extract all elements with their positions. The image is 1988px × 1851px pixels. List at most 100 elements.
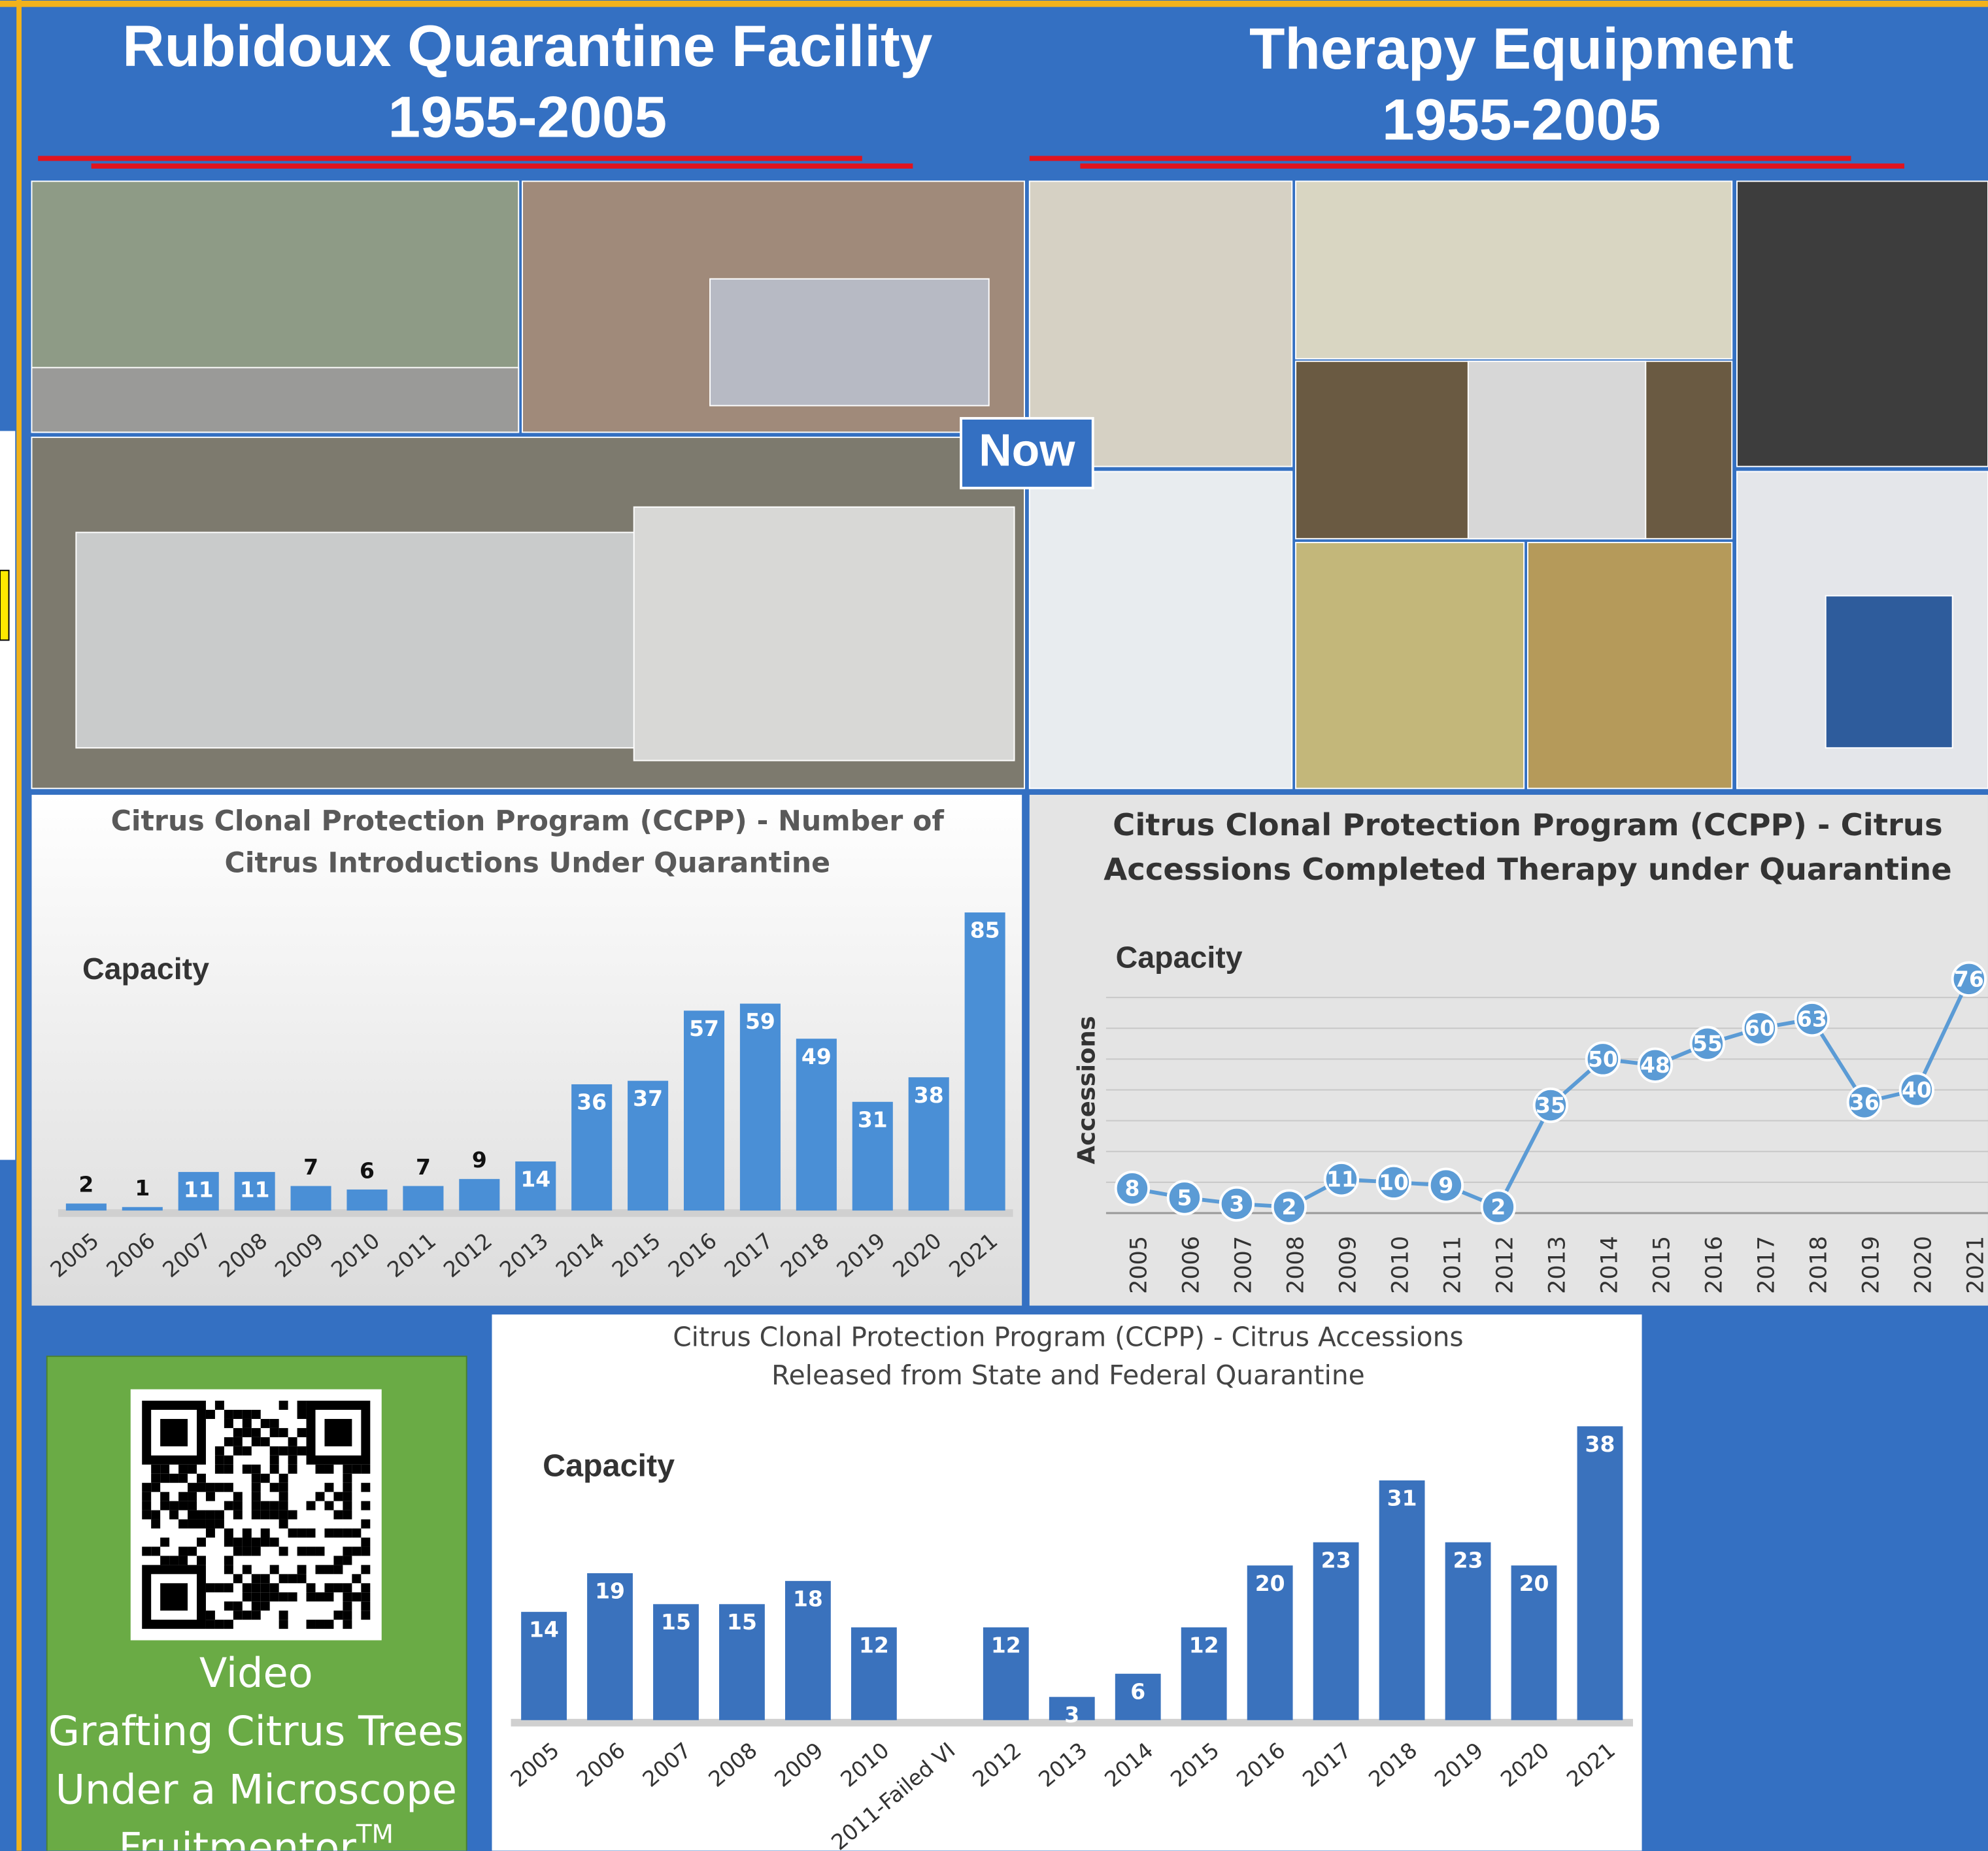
qr-cell [361, 1592, 370, 1601]
value-label: 31 [1387, 1486, 1417, 1511]
qr-cell [206, 1483, 215, 1492]
x-tick-label: 2010 [1388, 1236, 1414, 1294]
poster: Rubidoux Quarantine Facility 1955-2005 T… [0, 0, 1988, 1851]
qr-cell [224, 1465, 233, 1474]
qr-cell [233, 1492, 243, 1501]
annotation: Capacity [543, 1448, 675, 1484]
qr-cell [297, 1401, 307, 1410]
x-tick-label: 2013 [1545, 1236, 1571, 1294]
qr-cell [261, 1419, 270, 1428]
qr-cell [297, 1546, 307, 1556]
qr-cell [307, 1592, 316, 1601]
value-label: 76 [1954, 966, 1984, 992]
qr-cell [252, 1510, 261, 1520]
x-tick-label: 2014 [1597, 1236, 1623, 1294]
qr-cell [233, 1501, 243, 1510]
qr-cell [279, 1428, 288, 1437]
x-tick-label: 2015 [1649, 1236, 1676, 1294]
qr-cell [361, 1465, 370, 1474]
value-label: 23 [1321, 1547, 1351, 1573]
poster-canvas: Rubidoux Quarantine Facility 1955-2005 T… [0, 0, 1988, 1851]
qr-cell [270, 1419, 279, 1428]
qr-cell [206, 1410, 215, 1419]
qr-cell [142, 1483, 151, 1492]
qr-cell [252, 1537, 261, 1546]
qr-cell [288, 1510, 297, 1520]
value-label: 48 [1640, 1052, 1670, 1078]
qr-cell [279, 1501, 288, 1510]
qr-cell [352, 1574, 361, 1583]
value-label: 38 [1585, 1431, 1615, 1457]
header-years: 1955-2005 [1382, 87, 1661, 152]
video-text: Fruitmentor [119, 1824, 357, 1851]
photo [1296, 542, 1524, 788]
qr-cell [243, 1583, 252, 1592]
qr-cell [361, 1546, 370, 1556]
photo [76, 533, 647, 748]
value-label: 11 [184, 1177, 214, 1203]
qr-cell [215, 1401, 224, 1410]
qr-cell [270, 1565, 279, 1574]
qr-cell [178, 1546, 188, 1556]
qr-cell [279, 1483, 288, 1492]
value-label: 31 [858, 1107, 888, 1132]
qr-cell [243, 1546, 252, 1556]
x-tick-label: 2011 [1440, 1236, 1466, 1294]
qr-cell [343, 1583, 352, 1592]
qr-cell [261, 1501, 270, 1510]
value-label: 19 [595, 1578, 625, 1604]
x-tick-label: 2005 [1126, 1236, 1153, 1294]
qr-finder [160, 1583, 188, 1610]
qr-cell [288, 1437, 297, 1446]
qr-cell [160, 1465, 169, 1474]
qr-finder [324, 1419, 352, 1446]
qr-cell [333, 1565, 343, 1574]
bar [66, 1203, 107, 1210]
x-tick-label: 2012 [1492, 1236, 1519, 1294]
video-text: Video [199, 1649, 313, 1697]
qr-cell [288, 1574, 297, 1583]
qr-cell [343, 1556, 352, 1565]
value-label: 60 [1745, 1016, 1775, 1041]
qr-cell [243, 1610, 252, 1620]
x-tick-label: 2021 [1963, 1236, 1988, 1294]
qr-cell [233, 1546, 243, 1556]
qr-cell [279, 1520, 288, 1529]
qr-cell [233, 1428, 243, 1437]
qr-cell [316, 1546, 325, 1556]
qr-cell [243, 1446, 252, 1456]
qr-cell [188, 1465, 197, 1474]
qr-cell [288, 1529, 297, 1538]
qr-cell [288, 1465, 297, 1474]
qr-cell [178, 1520, 188, 1529]
value-label: 2 [1491, 1194, 1506, 1220]
qr-cell [224, 1583, 233, 1592]
qr-cell [270, 1537, 279, 1546]
qr-cell [270, 1583, 279, 1592]
qr-cell [316, 1592, 325, 1601]
qr-finder [160, 1419, 188, 1446]
qr-cell [252, 1410, 261, 1419]
value-label: 14 [520, 1167, 550, 1192]
qr-cell [215, 1620, 224, 1629]
qr-cell [252, 1592, 261, 1601]
value-label: 15 [661, 1609, 691, 1635]
x-tick-label: 2017 [1754, 1236, 1780, 1294]
qr-cell [343, 1510, 352, 1520]
qr-cell [324, 1529, 333, 1538]
qr-cell [361, 1610, 370, 1620]
qr-cell [297, 1574, 307, 1583]
qr-cell [252, 1610, 261, 1620]
qr-cell [270, 1446, 279, 1456]
value-label: 11 [1326, 1167, 1356, 1192]
value-label: 23 [1453, 1547, 1483, 1573]
qr-cell [142, 1546, 151, 1556]
qr-cell [333, 1610, 343, 1620]
qr-cell [324, 1501, 333, 1510]
qr-cell [261, 1474, 270, 1483]
qr-cell [316, 1492, 325, 1501]
qr-cell [160, 1492, 169, 1501]
value-label: 6 [360, 1158, 375, 1183]
qr-cell [343, 1465, 352, 1474]
y-axis-label: Accessions [1073, 1016, 1101, 1164]
